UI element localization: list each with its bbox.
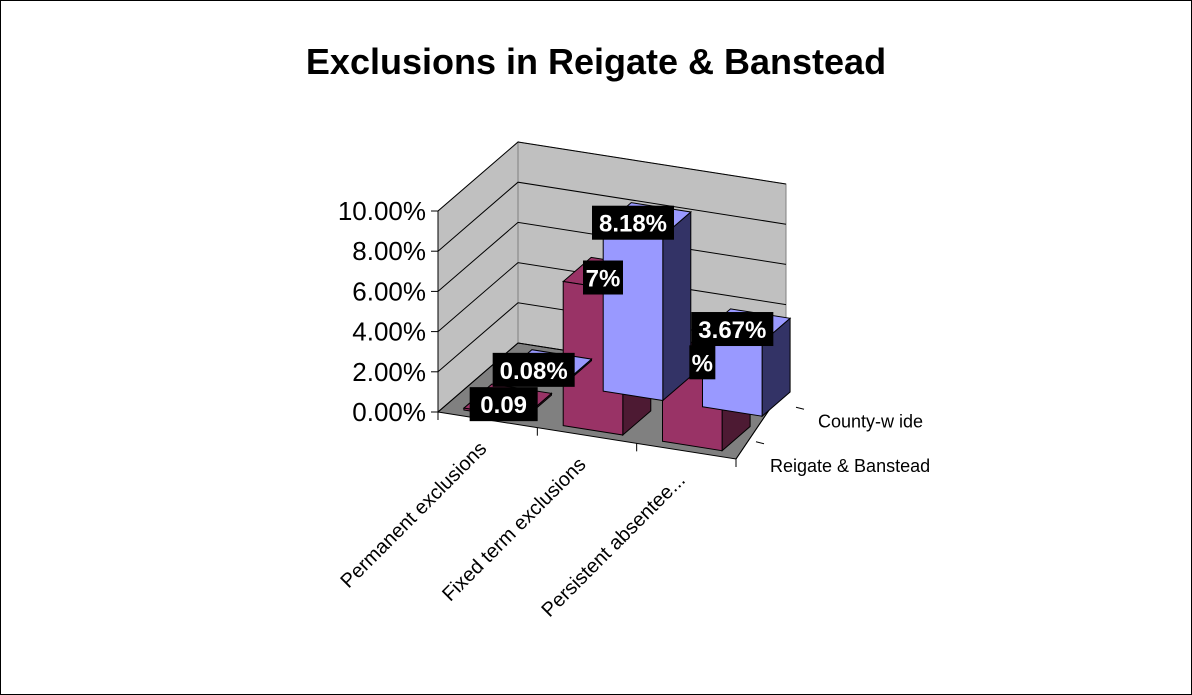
data-label-box bbox=[592, 205, 674, 240]
data-label-county-1: 7% bbox=[583, 260, 623, 295]
data-label-county-0: 0.09 bbox=[469, 387, 538, 422]
y-tick-label: 6.00% bbox=[352, 276, 426, 306]
chart-title: Exclusions in Reigate & Banstead bbox=[305, 41, 887, 82]
data-label-text: 0.09 bbox=[480, 392, 527, 419]
gridline bbox=[437, 262, 787, 332]
data-label-reigate-2: 3.67% bbox=[691, 312, 774, 347]
data-label-text: % bbox=[692, 350, 713, 377]
data-label-text: 3.67% bbox=[698, 317, 766, 344]
data-label-reigate-1: 8.18% bbox=[592, 205, 674, 240]
depth-tick bbox=[755, 441, 765, 445]
depth-tick bbox=[795, 406, 805, 410]
data-label-county-2: % bbox=[689, 345, 716, 380]
data-label-box bbox=[469, 387, 538, 422]
data-label-box bbox=[492, 352, 575, 387]
data-label-box bbox=[691, 312, 774, 347]
y-tick-label: 4.00% bbox=[352, 317, 426, 347]
bar-side bbox=[662, 210, 692, 402]
y-tick-label: 8.00% bbox=[352, 236, 426, 266]
y-tick-label: 10.00% bbox=[338, 196, 426, 226]
series-depth-label: Reigate & Banstead bbox=[770, 456, 930, 476]
data-label-reigate-0: 0.08% bbox=[492, 352, 575, 387]
y-tick-label: 2.00% bbox=[352, 357, 426, 387]
series-depth-label: County-w ide bbox=[818, 411, 923, 431]
gridline bbox=[437, 141, 787, 212]
data-label-box bbox=[583, 260, 623, 295]
data-label-text: 7% bbox=[586, 266, 621, 293]
data-label-text: 8.18% bbox=[599, 211, 667, 238]
data-label-box bbox=[689, 345, 716, 380]
data-label-text: 0.08% bbox=[500, 358, 568, 385]
bar-front bbox=[602, 226, 664, 402]
gridline bbox=[437, 181, 787, 252]
gridline bbox=[437, 221, 787, 292]
y-tick-label: 0.00% bbox=[352, 397, 426, 427]
